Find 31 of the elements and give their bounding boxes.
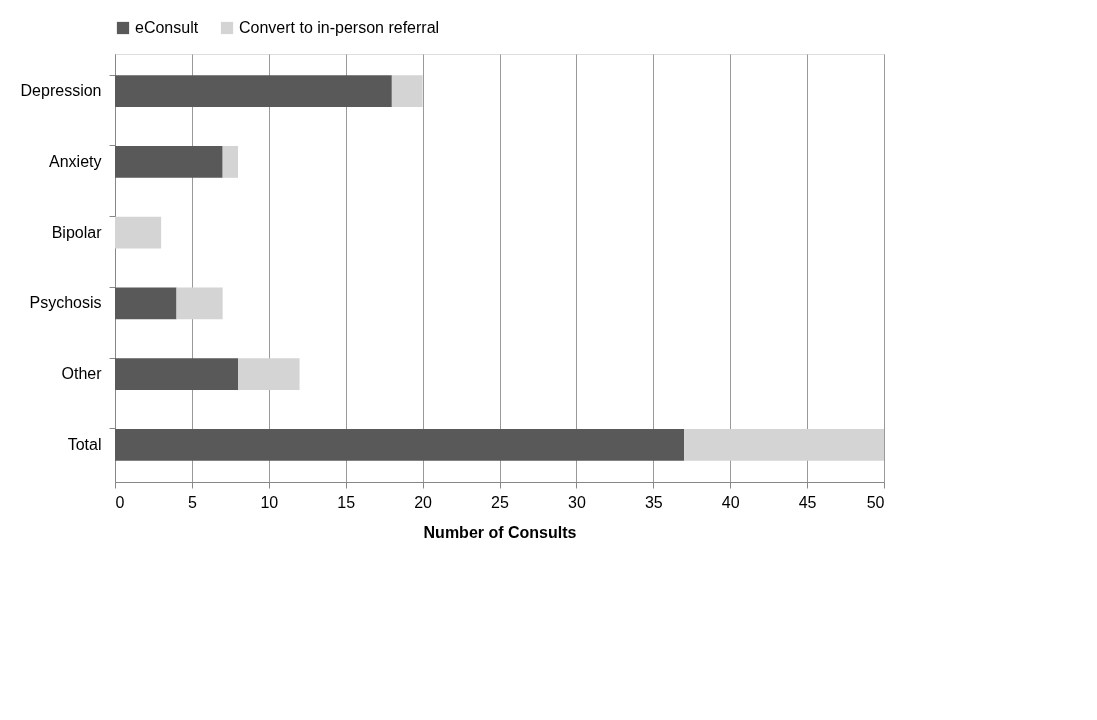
x-tick-label: 5 [187,493,197,511]
x-tick-label: 15 [337,493,356,511]
y-tick-label: Total [67,435,102,453]
bar [391,75,423,108]
y-tick-label: Anxiety [49,152,102,170]
bar [115,428,685,461]
bar [115,216,162,249]
legend-label: eConsult [135,19,199,36]
y-tick-label: Psychosis [29,294,102,312]
x-tick-label: 0 [115,493,125,511]
legend-label: Convert to in-person referral [239,19,440,36]
bar [115,287,177,320]
bar [176,287,223,320]
x-tick-label: 35 [644,493,663,511]
x-tick-label: 10 [260,493,279,511]
x-tick-label: 45 [798,493,817,511]
y-tick-label: Bipolar [51,223,103,241]
x-axis-title: Number of Consults [423,523,577,541]
bar [115,75,392,108]
x-tick-label: 20 [414,493,433,511]
x-tick-label: 40 [721,493,740,511]
bar [238,358,300,391]
bar [222,145,239,178]
x-tick-label: 30 [568,493,586,511]
bar [684,428,884,461]
bar [115,145,223,178]
bar [115,358,239,391]
x-tick-label: 25 [491,493,509,511]
y-tick-label: Other [61,365,103,383]
x-tick-label: 50 [866,493,885,511]
y-tick-label: Depression [20,82,102,100]
